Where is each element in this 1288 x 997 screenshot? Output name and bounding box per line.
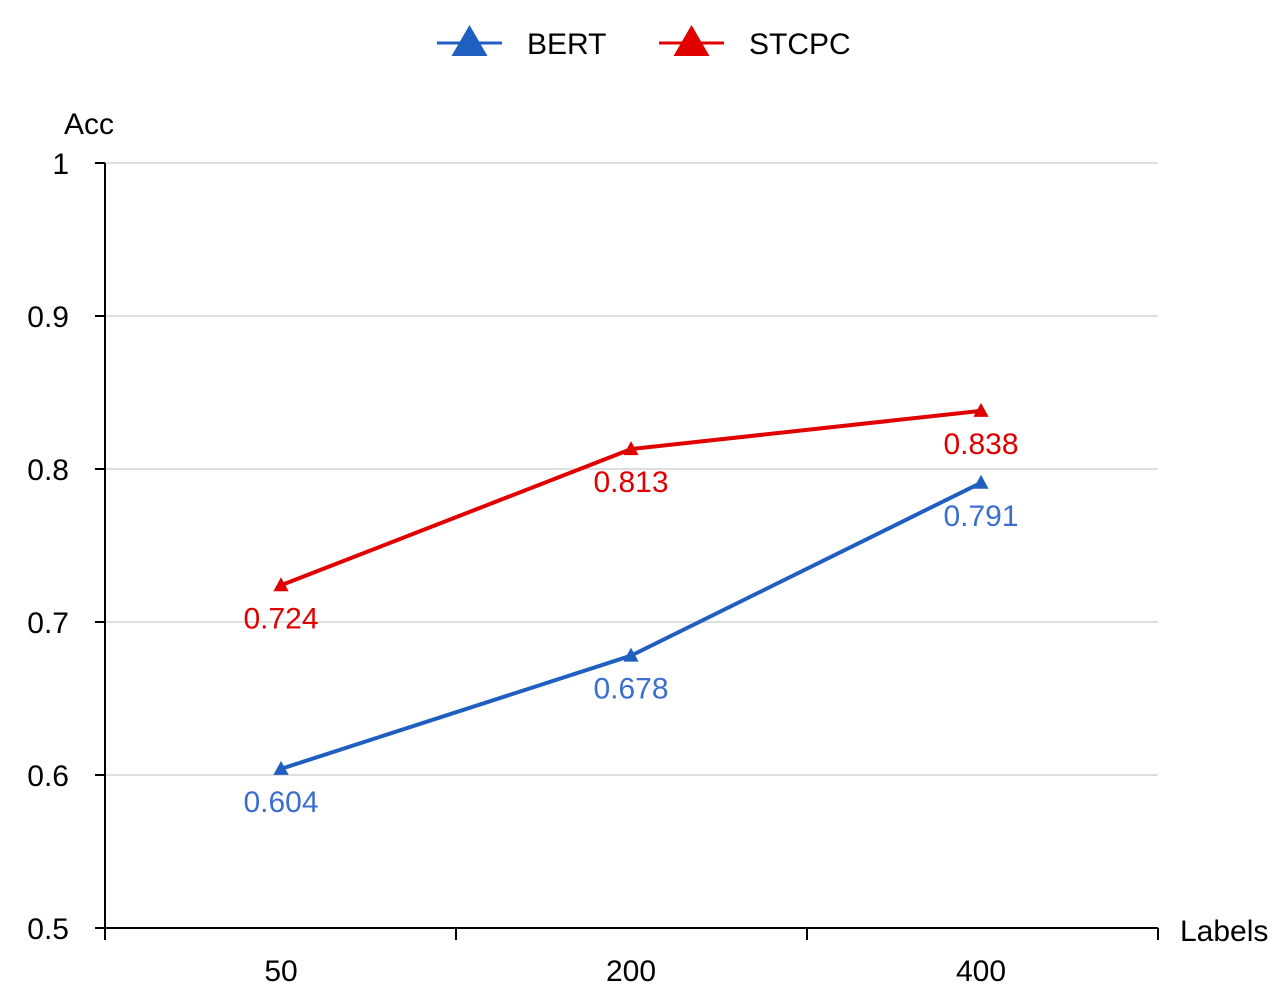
y-tick-label: 0.9 bbox=[27, 301, 69, 334]
legend-marker bbox=[451, 25, 488, 56]
legend-item-stcpc: STCPC bbox=[659, 25, 851, 61]
axes bbox=[104, 163, 1158, 929]
series-line bbox=[280, 480, 982, 771]
data-label: 0.724 bbox=[243, 602, 318, 635]
data-label: 0.791 bbox=[943, 500, 1018, 533]
x-axis-title: Labels bbox=[1180, 915, 1268, 948]
x-tick-label: 200 bbox=[606, 955, 656, 988]
data-label: 0.678 bbox=[593, 673, 668, 706]
grid-lines bbox=[105, 162, 1158, 776]
data-point-marker bbox=[623, 647, 639, 662]
series-layer: 0.604 0.678 0.791 0.724 0.813 0.838 bbox=[243, 402, 1019, 819]
x-tick-label: 400 bbox=[956, 955, 1006, 988]
data-point-marker bbox=[973, 474, 989, 489]
y-tick-label: 1 bbox=[52, 148, 69, 181]
series-bert: 0.604 0.678 0.791 bbox=[243, 474, 1019, 819]
axis-ticks: 0.5 0.6 0.7 0.8 0.9 1 50 200 400 bbox=[27, 148, 1159, 988]
x-tick-label: 50 bbox=[264, 955, 297, 988]
legend-label: BERT bbox=[527, 28, 606, 61]
data-label: 0.813 bbox=[593, 466, 668, 499]
legend-label: STCPC bbox=[749, 28, 851, 61]
y-tick-label: 0.8 bbox=[27, 454, 69, 487]
y-tick-label: 0.5 bbox=[27, 913, 69, 946]
y-tick-label: 0.7 bbox=[27, 607, 69, 640]
data-label: 0.838 bbox=[943, 428, 1018, 461]
data-point-marker bbox=[273, 577, 289, 592]
data-point-marker bbox=[623, 441, 639, 456]
y-axis-title: Acc bbox=[64, 108, 114, 141]
data-point-marker bbox=[973, 402, 989, 417]
y-tick-label: 0.6 bbox=[27, 760, 69, 793]
legend-marker bbox=[673, 25, 710, 56]
series-stcpc: 0.724 0.813 0.838 bbox=[243, 402, 1019, 635]
legend: BERT STCPC bbox=[437, 25, 851, 61]
data-label: 0.604 bbox=[243, 786, 318, 819]
data-point-marker bbox=[273, 760, 289, 775]
legend-item-bert: BERT bbox=[437, 25, 606, 61]
